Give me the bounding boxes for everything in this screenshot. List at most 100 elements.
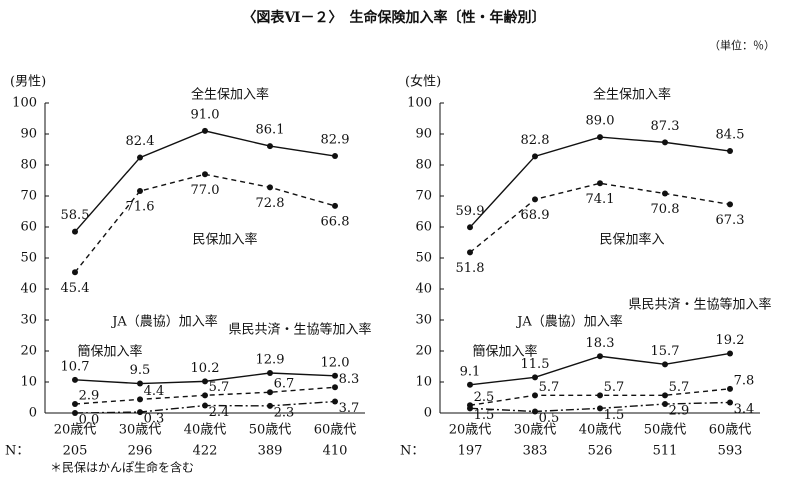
data-point [597,392,603,399]
data-label: 82.9 [321,133,350,148]
y-tick-label: 30 [20,313,37,328]
y-tick-label: 40 [20,282,37,297]
data-label: 10.7 [61,359,90,374]
series-label: 全生保加入率 [191,87,269,103]
data-label: 19.2 [716,333,745,348]
x-tick-label: 40歳代 [579,423,622,438]
data-point [727,201,733,208]
n-label: N： [5,444,29,459]
n-value: 296 [128,444,153,459]
data-label: 11.5 [521,357,550,372]
data-label: 67.3 [716,213,745,228]
y-tick-label: 90 [20,127,37,142]
n-value: 422 [193,444,218,459]
y-tick-label: 80 [20,158,37,173]
x-tick-label: 60歳代 [709,423,752,438]
data-point [72,269,78,276]
n-value: 593 [718,444,743,459]
data-label: 5.7 [604,380,625,395]
data-point [137,396,143,403]
data-label: 82.8 [521,133,550,148]
y-tick-label: 100 [407,96,432,111]
n-value: 526 [588,444,613,459]
series-label: 民保加率入 [599,232,664,248]
data-point [662,392,668,399]
data-label: 2.4 [209,405,230,420]
series-label: 簡保加入率 [77,344,142,360]
data-point [532,392,538,399]
data-label: 8.3 [339,372,360,387]
y-tick-label: 60 [415,220,432,235]
data-label: 58.5 [61,208,90,223]
data-label: 0.3 [144,412,165,427]
data-point [532,153,538,160]
n-value: 511 [653,444,678,459]
data-label: 5.7 [539,380,560,395]
data-label: 74.1 [586,192,615,207]
data-label: 77.0 [191,183,220,198]
x-tick-label: 50歳代 [249,423,292,438]
y-tick-label: 20 [20,344,37,359]
y-tick-label: 10 [415,375,432,390]
data-point [72,228,78,235]
data-label: 5.7 [669,380,690,395]
data-point [662,401,668,408]
data-point [202,402,208,409]
data-point [467,405,473,412]
x-tick-label: 20歳代 [54,423,97,438]
series-label: JA（農協）加入率 [110,314,218,330]
data-point [332,398,338,405]
data-point [202,127,208,134]
data-label: 1.5 [474,408,495,423]
n-value: 410 [323,444,348,459]
data-point [332,153,338,160]
data-point [727,399,733,406]
series-line [469,182,731,253]
data-label: 3.7 [339,401,360,416]
n-value: 389 [258,444,283,459]
data-label: 2.5 [474,390,495,405]
data-label: 59.9 [456,204,485,219]
data-label: 9.5 [130,363,151,378]
y-tick-label: 10 [20,375,37,390]
series-label: 全生保加入率 [593,87,671,103]
data-point [532,374,538,381]
data-label: 1.5 [604,408,625,423]
y-tick-label: 0 [29,406,37,421]
data-label: 45.4 [61,281,90,296]
data-label: 3.4 [734,402,755,417]
data-label: 89.0 [586,114,615,129]
data-label: 12.0 [321,355,350,370]
panel-title: (女性) [405,74,441,90]
data-point [662,190,668,197]
data-point [202,171,208,178]
n-value: 197 [458,444,483,459]
data-label: 0.0 [79,413,100,428]
data-label: 10.2 [191,361,220,376]
data-point [332,202,338,209]
data-point [72,376,78,383]
y-tick-label: 30 [415,313,432,328]
data-label: 70.8 [651,202,680,217]
panel-title: (男性) [10,75,46,90]
data-label: 68.9 [521,208,550,223]
series-label: JA（農協）加入率 [515,314,623,330]
data-label: 7.8 [734,373,755,388]
data-point [662,139,668,146]
data-point [332,372,338,379]
data-label: 82.4 [126,134,155,149]
footnote: ＊民保はかんぽ生命を含む [50,460,194,475]
data-label: 2.3 [274,405,295,420]
y-tick-label: 20 [415,344,432,359]
data-point [467,249,473,256]
data-label: 87.3 [651,119,680,134]
data-label: 72.8 [256,196,285,211]
y-tick-label: 60 [20,220,37,235]
data-point [532,196,538,203]
data-point [267,389,273,396]
data-label: 9.1 [460,364,481,379]
y-tick-label: 70 [20,189,37,204]
data-label: 51.8 [456,261,485,276]
data-point [727,350,733,357]
